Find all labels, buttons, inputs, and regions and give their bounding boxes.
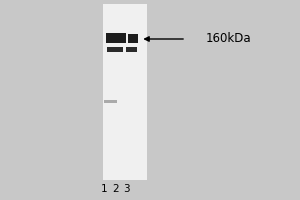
Text: 3: 3 [123,184,130,194]
Bar [104,100,117,103]
Bar [128,34,138,43]
Text: 2: 2 [112,184,119,194]
Bar [106,47,123,52]
Text: 1: 1 [101,184,108,194]
Bar [126,47,137,52]
Bar [106,33,126,43]
Bar [103,4,147,180]
Text: 160kDa: 160kDa [205,32,251,46]
